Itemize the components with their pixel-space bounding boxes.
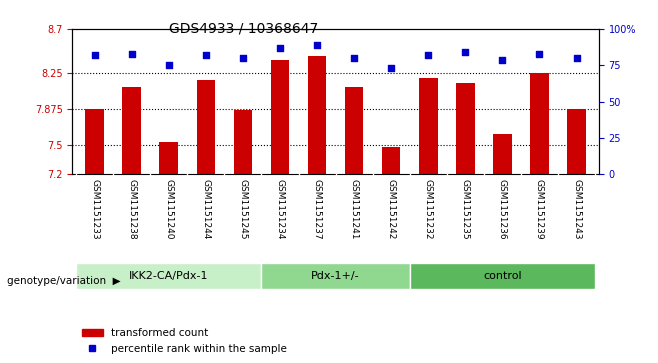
Text: GSM1151243: GSM1151243	[572, 179, 581, 239]
Point	[163, 62, 174, 68]
Bar	[456, 83, 474, 174]
FancyBboxPatch shape	[410, 263, 595, 289]
Point	[423, 52, 434, 58]
Point	[89, 52, 100, 58]
FancyBboxPatch shape	[76, 263, 261, 289]
Text: GSM1151238: GSM1151238	[127, 179, 136, 239]
Text: GSM1151237: GSM1151237	[313, 179, 322, 239]
Text: Pdx-1+/-: Pdx-1+/-	[311, 271, 360, 281]
Text: GDS4933 / 10368647: GDS4933 / 10368647	[169, 22, 318, 36]
Point	[571, 55, 582, 61]
Text: IKK2-CA/Pdx-1: IKK2-CA/Pdx-1	[129, 271, 209, 281]
Bar	[86, 109, 104, 174]
Point	[460, 49, 470, 55]
Text: GSM1151239: GSM1151239	[535, 179, 544, 239]
Bar	[270, 60, 290, 174]
FancyBboxPatch shape	[261, 263, 410, 289]
Text: GSM1151235: GSM1151235	[461, 179, 470, 239]
Bar	[382, 147, 401, 174]
Point	[386, 65, 397, 71]
Point	[497, 57, 508, 62]
Point	[312, 42, 322, 48]
Bar	[345, 87, 363, 174]
Point	[201, 52, 211, 58]
Text: GSM1151241: GSM1151241	[349, 179, 359, 239]
Point	[349, 55, 359, 61]
Text: GSM1151232: GSM1151232	[424, 179, 433, 239]
Bar	[493, 134, 512, 174]
Point	[126, 51, 137, 57]
Text: GSM1151236: GSM1151236	[498, 179, 507, 239]
Text: GSM1151234: GSM1151234	[276, 179, 284, 239]
Bar	[159, 142, 178, 174]
Text: control: control	[483, 271, 522, 281]
Bar	[308, 56, 326, 174]
Bar	[530, 73, 549, 174]
Text: GSM1151244: GSM1151244	[201, 179, 211, 239]
Legend: transformed count, percentile rank within the sample: transformed count, percentile rank withi…	[78, 324, 291, 358]
Point	[534, 51, 545, 57]
Text: GSM1151242: GSM1151242	[387, 179, 395, 239]
Text: GSM1151245: GSM1151245	[238, 179, 247, 239]
Text: GSM1151233: GSM1151233	[90, 179, 99, 239]
Bar	[234, 110, 252, 174]
Text: genotype/variation  ▶: genotype/variation ▶	[7, 276, 120, 286]
Point	[238, 55, 248, 61]
Bar	[419, 78, 438, 174]
Point	[274, 45, 285, 51]
Text: GSM1151240: GSM1151240	[164, 179, 173, 239]
Bar	[567, 109, 586, 174]
Bar	[122, 87, 141, 174]
Bar	[197, 80, 215, 174]
